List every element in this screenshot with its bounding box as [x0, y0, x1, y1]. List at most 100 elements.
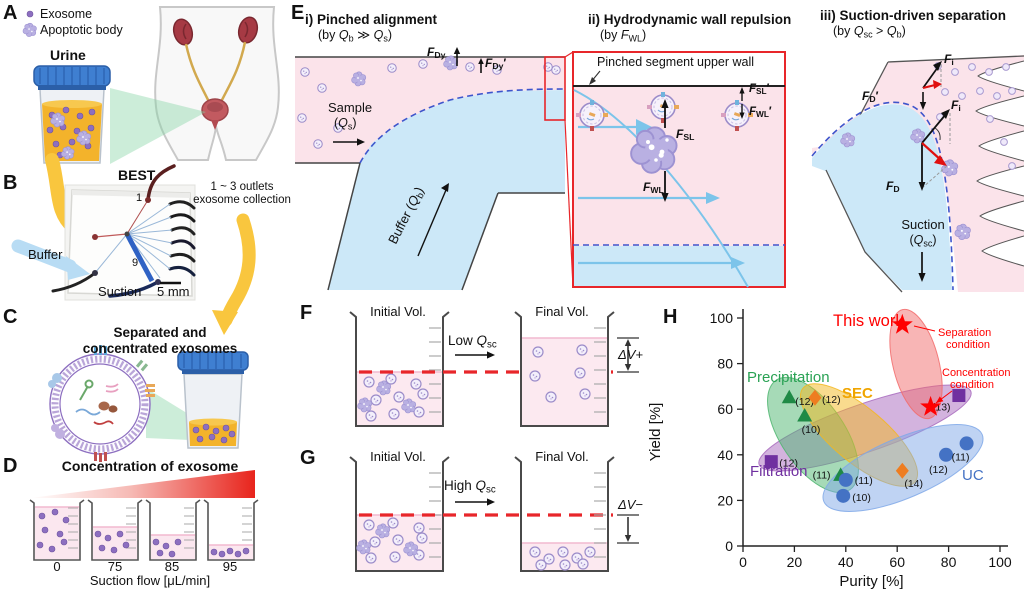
marker-uc — [959, 436, 974, 451]
g-initial-label: Initial Vol. — [370, 449, 426, 464]
force-fwl2-label: FWL′ — [749, 106, 772, 120]
force-fsl-label: FSL — [676, 127, 695, 143]
force-fi-bottom-label: Fi — [951, 98, 961, 114]
chip-tubes — [51, 164, 196, 298]
marker-sec — [895, 462, 909, 479]
marker-uc — [836, 488, 851, 503]
urine-cup — [33, 65, 111, 164]
initial-beaker — [349, 456, 450, 572]
diagram-wall-repulsion — [572, 51, 786, 288]
force-fdy2-label: FDy′ — [485, 56, 507, 72]
buffer-arrow — [11, 239, 77, 273]
force-fi-top-label: Fi — [944, 52, 954, 68]
e-iii-title: iii) Suction-driven separation — [820, 8, 1007, 23]
scale-label: 5 mm — [157, 284, 190, 299]
beaker-0 — [29, 499, 85, 561]
final-beaker — [514, 456, 615, 572]
x-axis-title: Purity [%] — [839, 573, 903, 590]
marker-this-work — [920, 395, 942, 416]
suction-flow-label: (Qsc) — [909, 233, 937, 249]
concentration-gradient — [30, 470, 255, 498]
group-ellipse-this-work — [889, 308, 943, 420]
e-i-condition: (by Qb ≫ Qs) — [318, 28, 393, 44]
ureter-left — [184, 43, 212, 105]
anatomy-illustration — [154, 6, 280, 161]
annotation-text: condition — [950, 379, 994, 391]
panel-c-graphic — [48, 345, 249, 462]
y-tick-label: 60 — [717, 401, 733, 417]
sample-flow-label: (Qs) — [334, 116, 357, 132]
force-arrows-i — [453, 47, 484, 73]
chip-photo — [51, 164, 196, 301]
wall-label: Pinched segment upper wall — [597, 55, 755, 69]
point-label: (11) — [813, 469, 831, 481]
concentrated-cup — [177, 351, 249, 449]
marker-filtration — [952, 389, 966, 403]
legend-exosome-icon — [26, 10, 34, 18]
g-final-label: Final Vol. — [535, 449, 589, 464]
sample-flow-arrow — [333, 138, 365, 146]
panel-a-graphic — [22, 6, 280, 164]
delta-v-minus-arrow — [617, 514, 639, 544]
force-fsl2-label: FSL′ — [749, 83, 770, 97]
y-axis-title: Yield [%] — [647, 403, 664, 462]
marker-filtration — [764, 455, 778, 469]
flow-value-75: 75 — [107, 559, 123, 574]
flow-arrow — [455, 498, 495, 506]
annotation-text: condition — [946, 339, 990, 351]
annotation-arrowhead — [936, 396, 944, 403]
panel-f-label: F — [300, 302, 313, 324]
force-arrows-ii — [661, 87, 745, 202]
point-label: (10) — [802, 424, 821, 436]
marker-uc — [838, 472, 853, 487]
delta-v-plus-arrow — [617, 337, 639, 373]
point-label: (10) — [852, 492, 871, 504]
f-initial-label: Initial Vol. — [370, 304, 426, 319]
legend-apoptotic-icon — [22, 22, 37, 37]
marker-this-work — [891, 313, 913, 334]
flow-value-95: 95 — [222, 559, 238, 574]
force-fdy-label: FDy — [427, 45, 446, 61]
e-ii-condition: (by FWL) — [600, 28, 647, 44]
diagram-pinched-alignment — [295, 47, 574, 291]
x-tick-label: 40 — [838, 554, 854, 570]
g-flow-label: High Qsc — [444, 478, 496, 496]
suction-iii-label: Suction — [901, 217, 945, 232]
kidney-right-icon — [237, 16, 259, 44]
urine-label: Urine — [50, 47, 86, 63]
point-label: (12) — [929, 464, 948, 476]
annotation-text: Separation — [938, 327, 991, 339]
point-label: (11) — [952, 451, 970, 463]
sample-label: Sample — [328, 100, 373, 115]
big-apoptotic-body — [630, 126, 678, 174]
f-delta-label: ΔV+ — [618, 347, 643, 362]
panel-d-graphic — [29, 470, 259, 561]
beaker-85 — [145, 499, 201, 561]
port-label-1: 1 — [136, 192, 143, 204]
force-fd2-label: FD′ — [862, 89, 879, 105]
point-label: (12) — [779, 458, 798, 470]
panel-d-label: D — [3, 455, 18, 477]
panel-d-xlabel: Suction flow [μL/min] — [89, 573, 211, 588]
panel-h-chart: 0 20 40 60 80 100 0 20 40 60 80 100 Purity [%] Yield … — [647, 308, 1012, 590]
panel-c-label: C — [3, 306, 18, 328]
point-label: (14) — [904, 478, 923, 490]
final-beaker — [514, 311, 615, 427]
panel-f-graphic — [349, 311, 639, 427]
flow-value-85: 85 — [164, 559, 180, 574]
diagram-suction-separation — [811, 55, 1024, 293]
legend-exosome-label: Exosome — [40, 7, 93, 21]
zoom-box — [544, 56, 566, 121]
force-fwl-label: FWL — [643, 180, 664, 196]
x-tick-label: 20 — [787, 554, 803, 570]
panel-d-title: Concentration of exosome — [61, 458, 239, 474]
e-i-title: i) Pinched alignment — [305, 12, 438, 27]
best-title: BEST — [118, 167, 156, 183]
series-label-this-work: This work — [833, 312, 904, 330]
flow-arrows — [578, 119, 745, 269]
suction-arrow — [918, 252, 926, 282]
y-tick-label: 80 — [717, 356, 733, 372]
outlet-comb — [975, 60, 1024, 267]
buffer-flow-arrow — [417, 183, 449, 257]
y-tick-label: 20 — [717, 492, 733, 508]
